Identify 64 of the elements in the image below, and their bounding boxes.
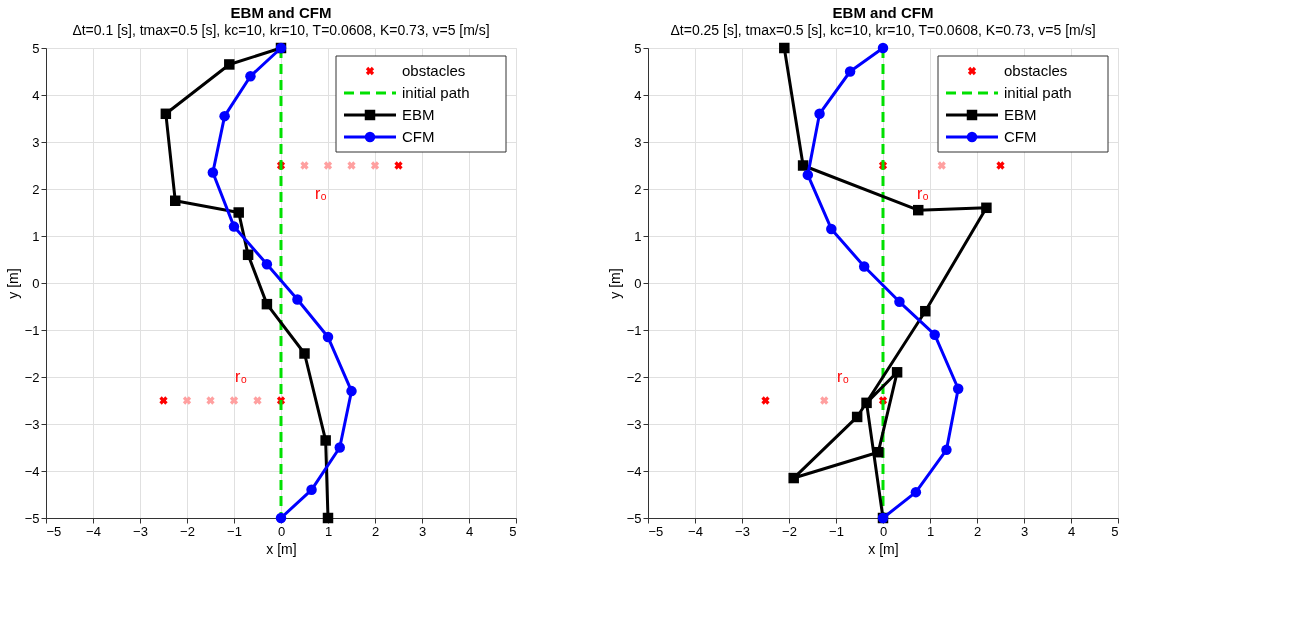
y-axis-title: y [m] (606, 268, 623, 299)
legend-label: initial path (1004, 84, 1072, 101)
chart-title: EBM and CFM (832, 4, 934, 21)
x-tick-label: 3 (1020, 523, 1029, 539)
legend-label: obstacles (402, 62, 466, 79)
x-tick-label: 3 (418, 523, 427, 539)
x-tick-label: −3 (735, 523, 750, 539)
x-tick-label: −5 (46, 523, 62, 539)
y-tick-label: −3 (24, 416, 40, 432)
y-tick-label: 0 (32, 275, 40, 291)
y-tick-label: −2 (626, 369, 642, 385)
x-tick-label: 5 (1111, 523, 1119, 539)
x-tick-label: 4 (1067, 523, 1076, 539)
chart-title: EBM and CFM (230, 4, 332, 21)
chart-subtitle: Δt=0.25 [s], tmax=0.5 [s], kc=10, kr=10, T=0.0608, K=0.73, v=5 [m/s] (670, 22, 1096, 38)
y-tick-label: 5 (634, 40, 642, 56)
x-tick-label: −1 (829, 523, 844, 539)
legend-label: initial path (402, 84, 470, 101)
x-tick-label: −4 (86, 523, 101, 539)
x-tick-label: 1 (926, 523, 935, 539)
legend-label: CFM (402, 128, 435, 145)
annotation: r₀ (235, 368, 248, 385)
y-tick-label: 2 (32, 181, 40, 197)
x-tick-label: −4 (688, 523, 703, 539)
y-axis-title: y [m] (4, 268, 21, 299)
x-tick-label: 0 (879, 523, 888, 539)
x-tick-label: −2 (180, 523, 195, 539)
x-tick-label: 5 (509, 523, 517, 539)
legend-label: CFM (1004, 128, 1037, 145)
y-tick-label: −4 (626, 463, 642, 479)
x-tick-label: 2 (973, 523, 982, 539)
y-tick-label: 1 (32, 228, 40, 244)
legend-label: obstacles (1004, 62, 1068, 79)
x-tick-label: −2 (782, 523, 797, 539)
y-tick-label: −1 (24, 322, 40, 338)
y-tick-label: −3 (626, 416, 642, 432)
y-tick-label: 3 (634, 134, 642, 150)
y-tick-label: −5 (626, 510, 642, 526)
x-tick-label: 2 (371, 523, 380, 539)
x-axis-title: x [m] (266, 540, 297, 557)
y-tick-label: 1 (634, 228, 642, 244)
annotation: r₀ (837, 368, 850, 385)
x-tick-label: −1 (227, 523, 242, 539)
legend-label: EBM (402, 106, 435, 123)
x-tick-label: 1 (324, 523, 333, 539)
x-tick-label: −3 (133, 523, 148, 539)
annotation: r₀ (916, 184, 929, 202)
y-tick-label: −2 (24, 369, 40, 385)
y-tick-label: 5 (32, 40, 40, 56)
y-tick-label: −5 (24, 510, 40, 526)
x-tick-label: 0 (277, 523, 286, 539)
y-tick-label: 4 (32, 87, 40, 103)
y-tick-label: 3 (32, 134, 40, 150)
y-tick-label: 4 (634, 87, 642, 103)
x-axis-title: x [m] (868, 540, 899, 557)
y-tick-label: −1 (626, 322, 642, 338)
x-tick-label: 4 (465, 523, 474, 539)
x-tick-label: −5 (648, 523, 664, 539)
y-tick-label: 2 (634, 181, 642, 197)
annotation: r₀ (314, 184, 327, 202)
legend-label: EBM (1004, 106, 1037, 123)
chart-subtitle: Δt=0.1 [s], tmax=0.5 [s], kc=10, kr=10, T=0.0608, K=0.73, v=5 [m/s] (72, 22, 490, 38)
y-tick-label: −4 (24, 463, 40, 479)
y-tick-label: 0 (634, 275, 642, 291)
